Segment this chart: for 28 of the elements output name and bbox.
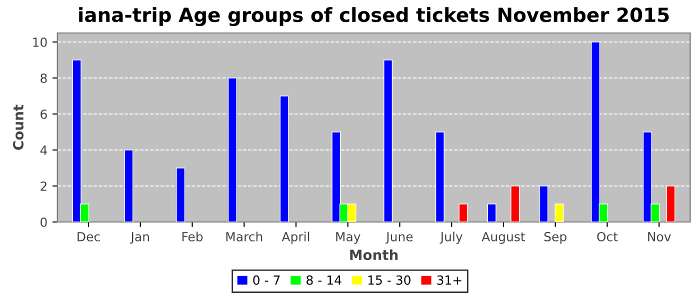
y-tick-label: 6 xyxy=(40,109,47,119)
bar xyxy=(554,204,564,222)
x-tick-label: July xyxy=(440,232,462,244)
x-tick-label: May xyxy=(336,232,360,244)
x-tick-label: March xyxy=(226,232,262,242)
x-tick-label: Jan xyxy=(130,232,149,244)
x-tick-label: Feb xyxy=(182,232,203,242)
x-tick-label: Dec xyxy=(78,232,100,242)
x-tick-label: August xyxy=(482,232,526,244)
x-tick-label: Sep xyxy=(544,232,566,244)
y-axis-title: Count xyxy=(13,104,24,150)
chart-title: iana-trip Age groups of closed tickets November 2015 xyxy=(79,7,669,26)
legend-label: 0 - 7 xyxy=(253,275,280,285)
bar xyxy=(487,204,496,222)
y-tick-label: 4 xyxy=(40,146,47,155)
x-tick-label: Oct xyxy=(597,232,618,242)
y-tick-label: 2 xyxy=(40,181,46,191)
legend-label: 15 - 30 xyxy=(368,275,410,285)
x-axis-title: Month xyxy=(350,249,398,260)
x-tick-label: Nov xyxy=(648,232,671,242)
bar xyxy=(458,204,468,222)
y-tick-label: 10 xyxy=(33,37,47,47)
legend-label: 31+ xyxy=(437,275,462,285)
y-tick-label: 0 xyxy=(40,217,47,227)
legend-label: 8 - 14 xyxy=(306,275,342,285)
x-tick-label: June xyxy=(385,232,413,244)
x-tick-label: April xyxy=(282,232,310,244)
y-tick-label: 8 xyxy=(40,73,47,83)
